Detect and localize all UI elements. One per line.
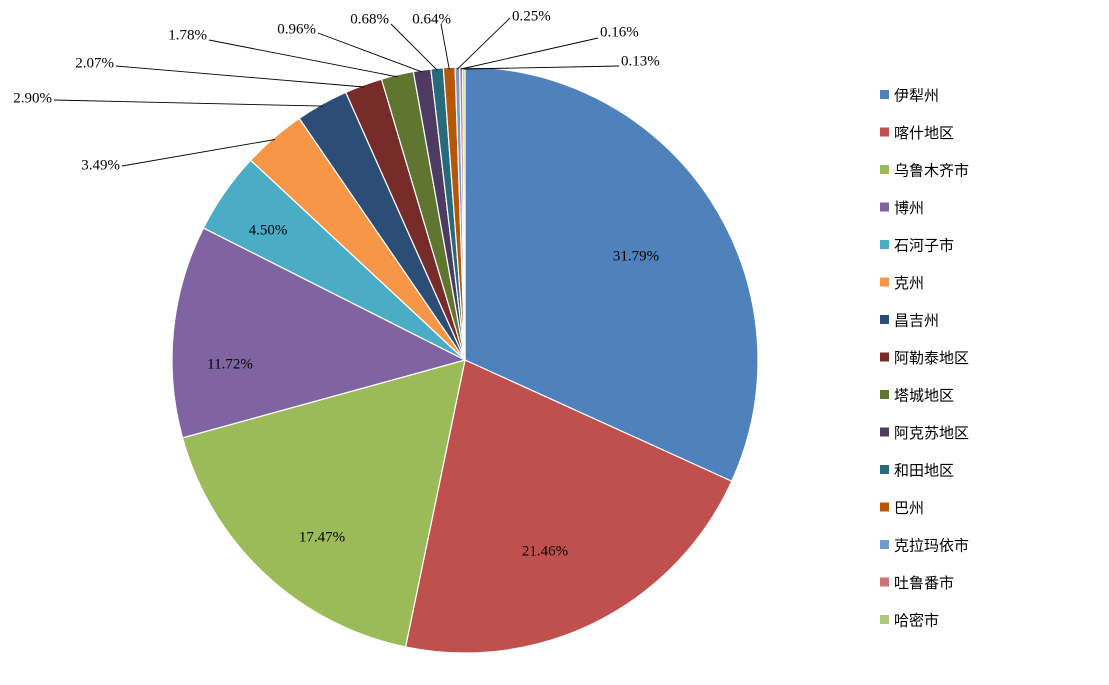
data-label: 21.46%	[522, 543, 568, 559]
legend-swatch	[880, 502, 889, 512]
legend-swatch	[880, 277, 889, 287]
legend-swatch	[880, 352, 889, 362]
legend-swatch	[880, 427, 889, 437]
legend-label: 塔城地区	[894, 387, 954, 405]
data-label: 0.96%	[277, 21, 316, 37]
data-label: 2.90%	[13, 90, 52, 106]
legend-label: 哈密市	[894, 612, 939, 630]
pie-slice	[181, 359, 466, 648]
data-label: 1.78%	[168, 27, 207, 43]
pie-slice	[462, 66, 466, 361]
leader-line	[457, 17, 511, 70]
legend-label: 石河子市	[894, 237, 954, 255]
leader-line	[115, 65, 365, 88]
legend-label: 伊犁州	[894, 87, 939, 105]
data-label: 17.47%	[299, 529, 345, 545]
leader-line	[440, 23, 450, 70]
legend-swatch	[880, 165, 889, 174]
data-label: 3.49%	[81, 157, 120, 173]
pie-slices	[171, 66, 759, 654]
data-label: 0.64%	[412, 11, 451, 27]
legend-swatch	[880, 315, 889, 324]
leader-lines	[53, 17, 620, 167]
legend-label: 喀什地区	[894, 124, 954, 142]
legend: 伊犁州喀什地区乌鲁木齐市博州石河子市克州昌吉州阿勒泰地区塔城地区阿克苏地区和田地…	[880, 87, 969, 630]
leader-line	[390, 23, 438, 71]
legend-swatch	[880, 615, 889, 624]
legend-label: 吐鲁番市	[894, 574, 954, 592]
legend-swatch	[880, 202, 889, 212]
data-label: 0.25%	[512, 8, 551, 24]
leader-line	[463, 65, 620, 70]
pie-slice	[171, 227, 467, 439]
legend-swatch	[880, 90, 889, 99]
legend-label: 阿勒泰地区	[894, 349, 969, 367]
data-label: 0.13%	[621, 53, 660, 69]
data-label: 31.79%	[613, 248, 659, 264]
leader-line	[208, 39, 398, 78]
pie-slice	[404, 359, 733, 654]
legend-label: 巴州	[894, 499, 924, 517]
legend-swatch	[880, 465, 889, 474]
data-label: 0.68%	[350, 11, 389, 27]
legend-label: 克州	[894, 274, 924, 292]
data-label: 2.07%	[75, 55, 114, 71]
pie-slice	[464, 66, 759, 483]
legend-swatch	[880, 390, 889, 399]
legend-label: 克拉玛依市	[894, 537, 969, 555]
data-label: 11.72%	[207, 356, 253, 372]
leader-line	[53, 99, 323, 107]
legend-swatch	[880, 577, 889, 587]
legend-swatch	[880, 540, 889, 549]
data-labels: 31.79% 21.46% 17.47% 11.72% 4.50% 3.49% 2.90% 2…	[13, 8, 660, 559]
legend-label: 乌鲁木齐市	[894, 162, 969, 180]
leader-line	[461, 37, 599, 70]
leader-line	[121, 139, 276, 167]
legend-label: 阿克苏地区	[894, 424, 969, 442]
data-label: 0.16%	[600, 24, 639, 40]
data-label: 4.50%	[249, 222, 288, 238]
legend-label: 博州	[894, 199, 924, 217]
legend-label: 和田地区	[894, 462, 954, 480]
legend-label: 昌吉州	[894, 312, 939, 330]
legend-swatch	[880, 127, 889, 137]
legend-swatch	[880, 240, 889, 249]
leader-line	[317, 32, 423, 73]
